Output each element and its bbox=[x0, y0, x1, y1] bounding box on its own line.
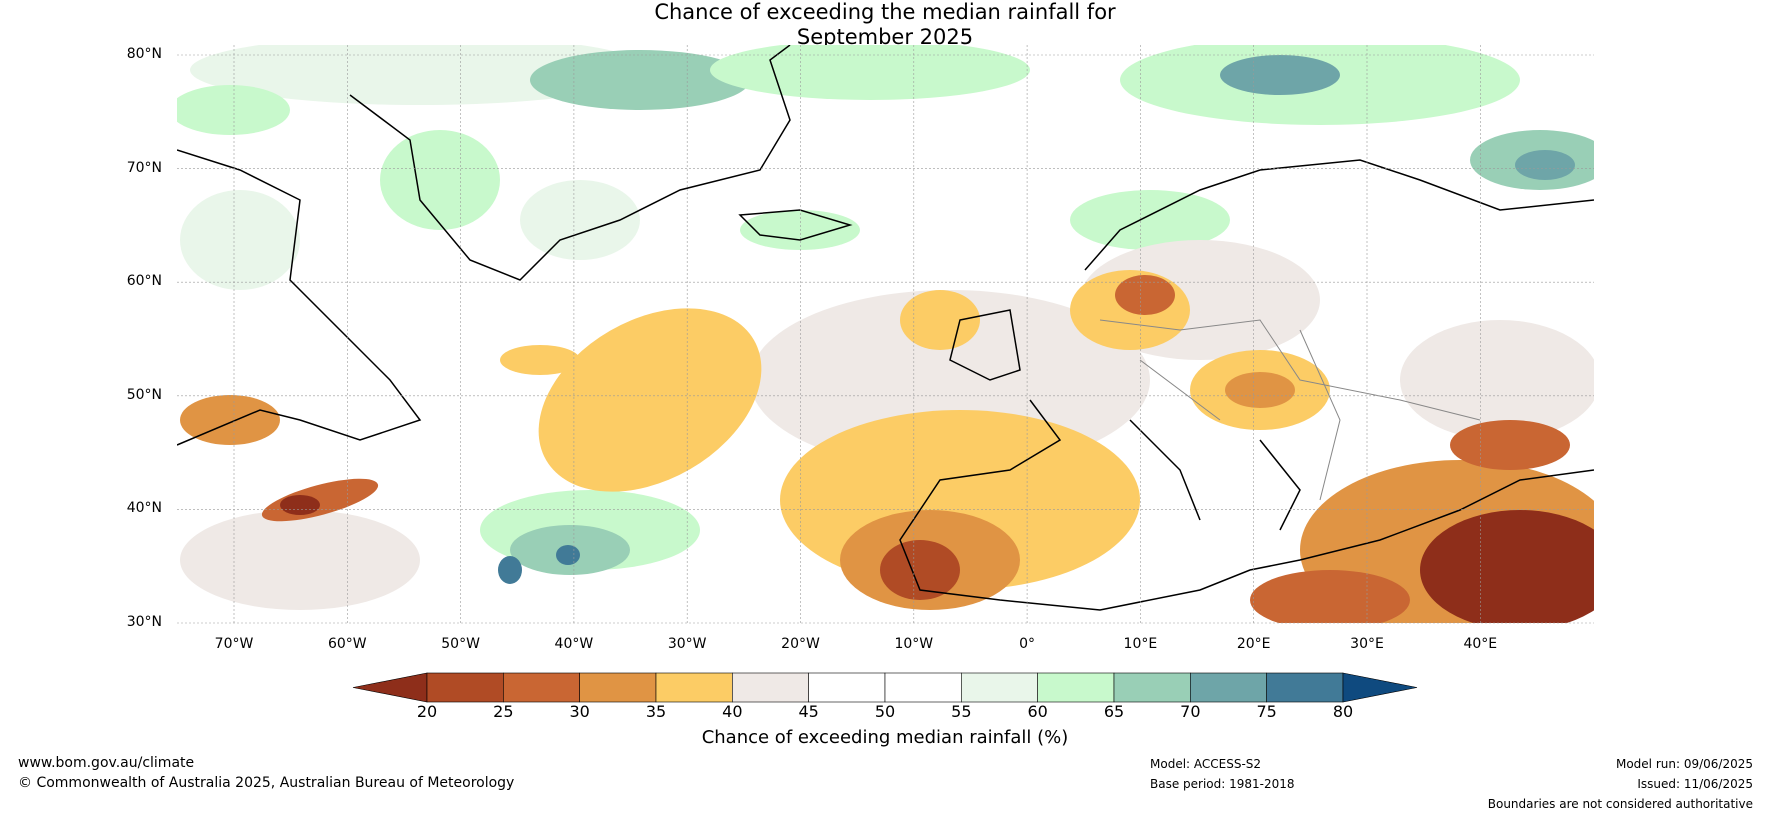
colorbar-tick-label: 20 bbox=[416, 702, 438, 721]
colorbar-tick-label: 25 bbox=[493, 702, 514, 721]
longitude-label: 50°W bbox=[441, 636, 480, 652]
colorbar bbox=[352, 672, 1418, 703]
dry-area bbox=[900, 290, 980, 350]
colorbar-tick-label: 75 bbox=[1256, 702, 1277, 721]
colorbar-tick-label: 70 bbox=[1180, 702, 1201, 721]
mediterranean-coastline bbox=[899, 399, 1594, 611]
colorbar-tick-label: 50 bbox=[874, 702, 896, 721]
longitude-label: 10°W bbox=[894, 636, 934, 652]
iceland-coastline bbox=[738, 209, 853, 241]
dry-area bbox=[500, 345, 580, 375]
copyright: © Commonwealth of Australia 2025, Austra… bbox=[18, 775, 515, 791]
colorbar-box bbox=[579, 672, 657, 703]
colorbar-box bbox=[884, 672, 962, 703]
wet-area bbox=[530, 50, 750, 110]
longitude-label: 10°E bbox=[1123, 636, 1158, 652]
dry-area bbox=[1250, 570, 1410, 623]
scandinavia-coastline bbox=[1084, 159, 1594, 271]
colorbar-box bbox=[503, 672, 580, 703]
colorbar-label: Chance of exceeding median rainfall (%) bbox=[701, 727, 1069, 748]
latitude-label: 40°N bbox=[126, 500, 162, 517]
longitude-label: 0° bbox=[1019, 636, 1036, 652]
longitude-label: 40°W bbox=[554, 636, 594, 652]
north-america-coastline bbox=[177, 149, 422, 446]
colorbar-box bbox=[808, 672, 886, 703]
wet-area bbox=[1070, 190, 1230, 250]
longitude-label: 40°E bbox=[1463, 636, 1498, 652]
longitude-label: 30°W bbox=[667, 636, 707, 652]
near-median-area bbox=[180, 510, 420, 610]
latitude-label: 70°N bbox=[126, 159, 162, 176]
colorbar-extend-high bbox=[1342, 672, 1418, 703]
longitude-label: 60°W bbox=[327, 636, 367, 652]
colorbar-tick-label: 55 bbox=[951, 702, 972, 721]
dry-area bbox=[280, 495, 320, 515]
italy-balkans-coastline bbox=[1129, 419, 1301, 531]
colorbar-tick-label: 65 bbox=[1103, 702, 1125, 721]
boundary-disclaimer: Boundaries are not considered authoritat… bbox=[1487, 797, 1753, 811]
map-title: Chance of exceeding the median rainfall … bbox=[0, 0, 1770, 50]
latitude-label: 80°N bbox=[126, 46, 162, 62]
wet-area bbox=[520, 180, 640, 260]
longitude-label: 70°W bbox=[214, 636, 254, 652]
colorbar-box bbox=[1266, 672, 1344, 703]
map-title-line1: Chance of exceeding the median rainfall … bbox=[654, 0, 1116, 24]
rainfall-anomaly-fields bbox=[177, 45, 1594, 623]
dry-area bbox=[880, 540, 960, 600]
country-borders bbox=[1099, 319, 1481, 501]
longitude-label: 30°E bbox=[1350, 636, 1384, 652]
colorbar-box bbox=[961, 672, 1038, 703]
wet-area bbox=[177, 85, 290, 135]
colorbar-box bbox=[655, 672, 733, 703]
colorbar-box bbox=[426, 672, 504, 703]
wet-area bbox=[1515, 150, 1575, 180]
model-run-date: Model run: 09/06/2025 bbox=[1615, 757, 1753, 771]
wet-area bbox=[556, 545, 580, 565]
wet-area bbox=[498, 556, 522, 584]
wet-area bbox=[180, 190, 300, 290]
colorbar-box bbox=[732, 672, 809, 703]
latitude-label: 50°N bbox=[126, 386, 162, 403]
colorbar-box bbox=[1190, 672, 1267, 703]
latitude-label: 60°N bbox=[126, 273, 162, 290]
colorbar-extend-low bbox=[352, 672, 428, 703]
wet-area bbox=[740, 210, 860, 250]
colorbar-tick-label: 35 bbox=[645, 702, 667, 721]
source-url: www.bom.gov.au/climate bbox=[18, 755, 195, 771]
dry-area bbox=[1420, 510, 1594, 623]
longitude-label: 20°E bbox=[1236, 636, 1271, 652]
latitude-label: 30°N bbox=[126, 614, 162, 630]
map-gridlines bbox=[177, 45, 1594, 624]
wet-area bbox=[190, 45, 650, 105]
colorbar-box bbox=[1037, 672, 1115, 703]
colorbar-tick-label: 60 bbox=[1027, 702, 1048, 721]
wet-area bbox=[1220, 55, 1340, 95]
near-median-area bbox=[1400, 320, 1594, 440]
colorbar-tick-label: 30 bbox=[569, 702, 590, 721]
wet-area bbox=[710, 45, 1030, 100]
base-period: Base period: 1981-2018 bbox=[1150, 777, 1295, 791]
longitude-label: 20°W bbox=[781, 636, 820, 652]
dry-area bbox=[1115, 275, 1175, 315]
model-name: Model: ACCESS-S2 bbox=[1150, 757, 1262, 771]
issued-date: Issued: 11/06/2025 bbox=[1637, 777, 1753, 791]
british-isles-coastline bbox=[949, 309, 1021, 381]
colorbar-box bbox=[1113, 672, 1191, 703]
colorbar-tick-label: 40 bbox=[722, 702, 743, 721]
dry-area bbox=[1225, 372, 1295, 408]
greenland-coastline bbox=[349, 45, 791, 281]
colorbar-tick-label: 45 bbox=[798, 702, 819, 721]
dry-area bbox=[538, 308, 762, 492]
dry-area bbox=[1450, 420, 1570, 470]
colorbar-tick-label: 80 bbox=[1332, 702, 1354, 721]
wet-area bbox=[380, 130, 500, 230]
